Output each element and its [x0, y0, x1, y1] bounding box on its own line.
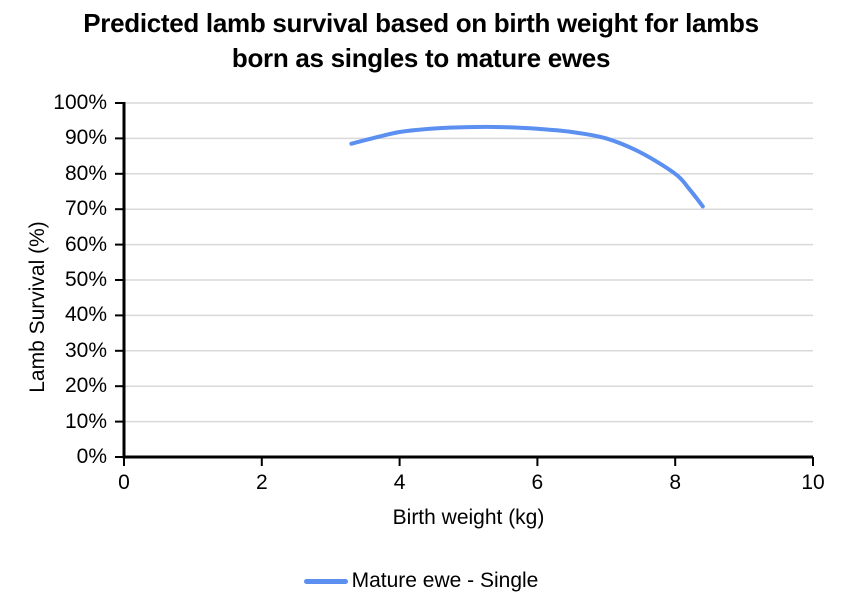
y-tick-label: 80% — [64, 161, 107, 185]
y-tick-label: 0% — [76, 445, 107, 468]
x-tick-label: 2 — [255, 471, 268, 494]
x-tick-label: 10 — [801, 471, 825, 494]
legend-line-marker — [303, 578, 348, 584]
y-tick-label: 100% — [53, 91, 107, 114]
y-tick-label: 10% — [64, 409, 107, 433]
y-tick-label: 20% — [64, 374, 107, 398]
chart-title-line2: born as singles to mature ewes — [231, 43, 611, 73]
y-tick-label: 70% — [64, 197, 107, 221]
x-tick-label: 0 — [118, 471, 130, 494]
series-line — [349, 124, 705, 209]
y-tick-label: 90% — [64, 126, 107, 150]
chart-title-line1: Predicted lamb survival based on birth w… — [83, 8, 759, 38]
legend-label: Mature ewe - Single — [351, 569, 539, 592]
x-tick-label: 6 — [531, 471, 544, 494]
x-axis-title: Birth weight (kg) — [392, 506, 545, 529]
x-tick-label: 8 — [669, 471, 682, 494]
y-tick-label: 30% — [64, 338, 107, 362]
y-tick-label: 60% — [64, 232, 107, 256]
chart-title: Predicted lamb survival based on birth w… — [0, 6, 842, 76]
x-tick-label: 4 — [393, 471, 406, 494]
legend: Mature ewe - Single — [0, 567, 842, 595]
y-tick-label: 40% — [64, 303, 107, 327]
y-tick-label: 50% — [64, 268, 107, 291]
